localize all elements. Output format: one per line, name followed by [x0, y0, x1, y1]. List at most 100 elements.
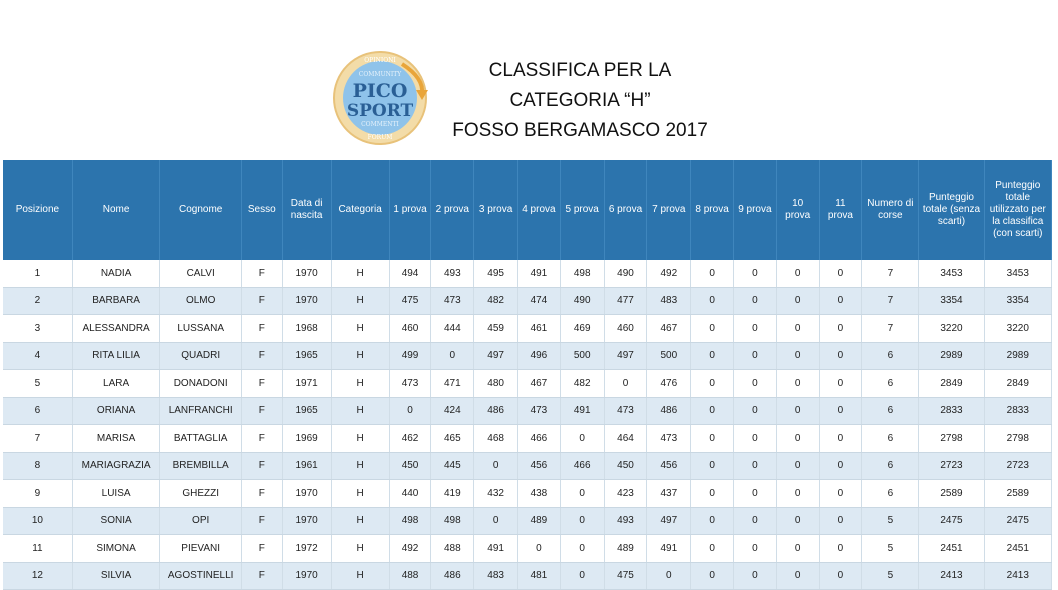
table-cell: 467: [646, 314, 692, 343]
table-cell: 2475: [918, 507, 985, 535]
table-cell: BREMBILLA: [159, 452, 242, 480]
table-cell: 0: [733, 314, 777, 343]
table-cell: 0: [776, 534, 820, 563]
table-cell: ALESSANDRA: [72, 314, 161, 343]
table-cell: 424: [430, 397, 475, 425]
table-cell: 0: [560, 424, 605, 453]
table-cell: 491: [517, 260, 561, 288]
table-cell: F: [241, 534, 283, 563]
table-cell: 0: [819, 342, 863, 370]
table-cell: H: [331, 342, 390, 370]
table-cell: 0: [776, 452, 820, 480]
table-cell: 6: [861, 452, 920, 480]
table-cell: 493: [430, 260, 475, 288]
table-cell: 491: [560, 397, 605, 425]
table-cell: 2589: [984, 479, 1053, 508]
table-cell: 3453: [984, 260, 1053, 288]
column-header: 5 prova: [560, 160, 605, 260]
column-header: Data di nascita: [282, 160, 332, 260]
table-cell: 432: [473, 479, 519, 508]
table-cell: 0: [690, 260, 734, 288]
table-cell: 0: [389, 397, 432, 425]
table-cell: 0: [776, 287, 820, 315]
table-cell: 0: [733, 452, 777, 480]
column-header: 7 prova: [646, 160, 692, 260]
table-cell: 1970: [282, 562, 332, 590]
table-cell: 490: [604, 260, 648, 288]
table-cell: 1970: [282, 479, 332, 508]
column-header: Cognome: [159, 160, 242, 260]
column-header: 9 prova: [733, 160, 777, 260]
table-cell: 0: [819, 479, 863, 508]
table-cell: 469: [560, 314, 605, 343]
table-cell: 5: [861, 534, 920, 563]
table-cell: 423: [604, 479, 648, 508]
table-cell: 459: [473, 314, 519, 343]
table-cell: 0: [819, 260, 863, 288]
table-cell: 462: [389, 424, 432, 453]
table-cell: H: [331, 424, 390, 453]
table-cell: 0: [776, 424, 820, 453]
svg-text:FORUM: FORUM: [368, 134, 393, 141]
table-cell: 2833: [918, 397, 985, 425]
table-cell: 0: [819, 424, 863, 453]
table-cell: 490: [560, 287, 605, 315]
table-cell: 0: [690, 452, 734, 480]
svg-text:COMMENTI: COMMENTI: [361, 121, 399, 128]
svg-text:COMMUNITY: COMMUNITY: [359, 71, 402, 78]
table-cell: 3: [3, 314, 73, 343]
table-body: 1 NADIA CALVI F 1970 H 494 493 495 491 498 490 492 0 0…: [3, 260, 1053, 590]
table-cell: GHEZZI: [159, 479, 242, 508]
table-cell: 0: [690, 287, 734, 315]
table-cell: 3220: [984, 314, 1053, 343]
table-cell: H: [331, 397, 390, 425]
title-line: FOSSO BERGAMASCO 2017: [452, 120, 708, 141]
column-header: 4 prova: [517, 160, 561, 260]
table-cell: ORIANA: [72, 397, 161, 425]
table-cell: 494: [389, 260, 432, 288]
table-cell: MARIAGRAZIA: [72, 452, 161, 480]
table-cell: 2475: [984, 507, 1053, 535]
table-cell: LUISA: [72, 479, 161, 508]
table-cell: 488: [430, 534, 475, 563]
table-cell: 473: [646, 424, 692, 453]
table-cell: H: [331, 287, 390, 315]
table-cell: 1972: [282, 534, 332, 563]
table-cell: 1965: [282, 342, 332, 370]
table-cell: 7: [861, 260, 920, 288]
svg-text:OPINIONI: OPINIONI: [364, 57, 396, 64]
table-cell: 497: [646, 507, 692, 535]
table-cell: 2451: [918, 534, 985, 563]
table-cell: 0: [690, 479, 734, 508]
table-cell: F: [241, 397, 283, 425]
table-cell: 0: [776, 507, 820, 535]
table-row: 1 NADIA CALVI F 1970 H 494 493 495 491 498 490 492 0 0…: [3, 260, 1053, 288]
table-cell: 0: [819, 562, 863, 590]
table-cell: 0: [776, 342, 820, 370]
table-cell: 475: [389, 287, 432, 315]
table-cell: OLMO: [159, 287, 242, 315]
table-cell: QUADRI: [159, 342, 242, 370]
table-cell: 1968: [282, 314, 332, 343]
table-cell: 465: [430, 424, 475, 453]
table-cell: 8: [3, 452, 73, 480]
table-cell: 0: [690, 314, 734, 343]
table-cell: 468: [473, 424, 519, 453]
table-cell: F: [241, 260, 283, 288]
table-cell: 6: [861, 479, 920, 508]
table-cell: 496: [517, 342, 561, 370]
table-cell: LANFRANCHI: [159, 397, 242, 425]
table-cell: 467: [517, 369, 561, 398]
table-cell: 0: [733, 479, 777, 508]
table-cell: 0: [733, 562, 777, 590]
title-line: CLASSIFICA PER LA: [488, 60, 672, 81]
table-cell: AGOSTINELLI: [159, 562, 242, 590]
table-cell: 0: [776, 260, 820, 288]
table-cell: 6: [861, 397, 920, 425]
table-cell: 2849: [918, 369, 985, 398]
table-cell: 2451: [984, 534, 1053, 563]
table-cell: 445: [430, 452, 475, 480]
table-cell: 5: [861, 562, 920, 590]
table-cell: 473: [604, 397, 648, 425]
table-cell: 491: [646, 534, 692, 563]
